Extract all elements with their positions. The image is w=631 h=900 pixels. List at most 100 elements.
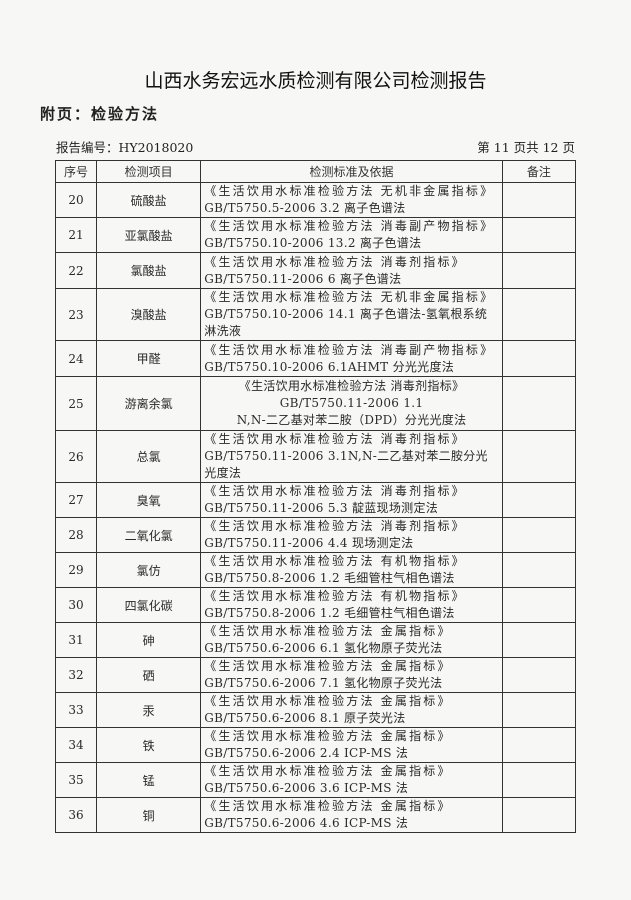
row-number: 20 bbox=[54, 182, 98, 218]
test-item: 铁 bbox=[96, 727, 202, 763]
table-row: 26 总氯 《生活饮用水标准检验方法 消毒剂指标》 GB/T5750.11-2006 … bbox=[54, 430, 577, 483]
standard-line: GB/T5750.6-2006 2.4 ICP-MS 法 bbox=[204, 746, 409, 760]
standard-line: GB/T5750.6-2006 8.1 原子荧光法 bbox=[204, 711, 406, 725]
test-item: 亚氯酸盐 bbox=[96, 217, 202, 253]
standard-line: 《生活饮用水标准检验方法 消毒副产物指标》 bbox=[204, 342, 495, 357]
table-row: 36 铜《生活饮用水标准检验方法 金属指标》 GB/T5750.6-2006 4.6… bbox=[54, 797, 577, 833]
row-number: 21 bbox=[54, 217, 98, 253]
report-title: 山西水务宏远水质检测有限公司检测报告 bbox=[144, 70, 487, 92]
standard-line: 《生活饮用水标准检验方法 金属指标》 bbox=[204, 659, 452, 673]
table-row: 24 甲醛 《生活饮用水标准检验方法 消毒副产物指标》 GB/T5750.10-200… bbox=[54, 340, 577, 377]
note-cell bbox=[501, 482, 577, 518]
test-item: 二氧化氯 bbox=[96, 517, 202, 553]
row-number: 34 bbox=[54, 727, 98, 763]
standard-line: GB/T5750.10-2006 6.1AHMT 分光光度法 bbox=[204, 359, 455, 374]
row-number: 22 bbox=[54, 252, 98, 289]
standard-line: GB/T5750.6-2006 3.6 ICP-MS 法 bbox=[204, 781, 409, 795]
test-item: 臭氧 bbox=[96, 482, 202, 518]
test-standard: 《生活饮用水标准检验方法 消毒剂指标》 GB/T5750.11-2006 4.4 … bbox=[200, 517, 503, 553]
note-cell bbox=[501, 252, 577, 289]
test-item: 砷 bbox=[96, 622, 202, 658]
note-cell bbox=[501, 692, 577, 728]
row-number: 27 bbox=[54, 482, 98, 518]
standard-line: GB/T5750.6-2006 7.1 氢化物原子荧光法 bbox=[204, 676, 443, 690]
row-number: 36 bbox=[54, 797, 98, 833]
test-standard: 《生活饮用水标准检验方法 消毒剂指标》 GB/T5750.11-2006 3.1N… bbox=[200, 430, 503, 483]
standard-line: GB/T5750.6-2006 4.6 ICP-MS 法 bbox=[204, 816, 409, 830]
standard-line: GB/T5750.10-2006 14.1 离子色谱法-氢氧根系统 bbox=[204, 307, 488, 321]
standard-line: 淋洗液 bbox=[204, 324, 242, 338]
report-number: 报告编号：HY2018020 bbox=[56, 140, 194, 155]
appendix-subtitle: 附页：检验方法 bbox=[40, 105, 160, 123]
header-no: 序号 bbox=[54, 160, 98, 183]
test-standard: 《生活饮用水标准检验方法 消毒剂指标》 GB/T5750.11-2006 5.3 … bbox=[200, 482, 503, 518]
standard-line: 《生活饮用水标准检验方法 消毒剂指标》 bbox=[204, 519, 466, 533]
test-standard: 《生活饮用水标准检验方法 消毒剂指标》 GB/T5750.11-2006 6 离子… bbox=[200, 252, 503, 289]
test-item: 硫酸盐 bbox=[96, 182, 202, 218]
note-cell bbox=[501, 797, 577, 833]
test-standard: 《生活饮用水标准检验方法 消毒副产物指标》 GB/T5750.10-2006 6.… bbox=[200, 340, 503, 377]
test-standard: 《生活饮用水标准检验方法 金属指标》 GB/T5750.6-2006 6.1 氢化… bbox=[200, 622, 503, 658]
test-standard: 《生活饮用水标准检验方法 金属指标》 GB/T5750.6-2006 7.1 氢化… bbox=[200, 657, 503, 693]
test-standard: 《生活饮用水标准检验方法 金属指标》 GB/T5750.6-2006 4.6 IC… bbox=[200, 797, 503, 833]
table-row: 28 二氧化氯 《生活饮用水标准检验方法 消毒剂指标》 GB/T5750.11-200… bbox=[54, 517, 577, 553]
standard-line: 《生活饮用水标准检验方法 金属指标》 bbox=[204, 694, 452, 708]
test-standard: 《生活饮用水标准检验方法 无机非金属指标》 GB/T5750.5-2006 3.2… bbox=[200, 182, 503, 218]
standard-line: GB/T5750.11-2006 3.1N,N-二乙基对苯二胺分光 bbox=[204, 449, 488, 463]
header-standard: 检测标准及依据 bbox=[200, 160, 503, 183]
test-item: 溴酸盐 bbox=[96, 288, 202, 341]
note-cell bbox=[501, 552, 577, 588]
standard-line: 光度法 bbox=[204, 466, 242, 480]
row-number: 35 bbox=[54, 762, 98, 798]
standard-line: 《生活饮用水标准检验方法 金属指标》 bbox=[204, 764, 452, 778]
table-row: 25 游离余氯 《生活饮用水标准检验方法 消毒剂指标》 GB/T5750.11-200… bbox=[54, 376, 577, 431]
standard-line: 《生活饮用水标准检验方法 消毒副产物指标》 bbox=[204, 219, 495, 233]
row-number: 25 bbox=[54, 376, 98, 431]
table-row: 27 臭氧 《生活饮用水标准检验方法 消毒剂指标》 GB/T5750.11-2006 … bbox=[54, 482, 577, 518]
standard-line: GB/T5750.5-2006 3.2 离子色谱法 bbox=[204, 201, 406, 215]
standard-line: 《生活饮用水标准检验方法 金属指标》 bbox=[204, 729, 452, 743]
standard-line: GB/T5750.11-2006 4.4 现场测定法 bbox=[204, 536, 414, 550]
note-cell bbox=[501, 182, 577, 218]
table-row: 35 锰《生活饮用水标准检验方法 金属指标》 GB/T5750.6-2006 3.6… bbox=[54, 762, 577, 798]
row-number: 33 bbox=[54, 692, 98, 728]
standard-line: GB/T5750.11-2006 1.1 bbox=[279, 396, 424, 410]
row-number: 23 bbox=[54, 288, 98, 341]
standard-line: GB/T5750.11-2006 6 离子色谱法 bbox=[204, 271, 402, 286]
row-number: 24 bbox=[54, 340, 98, 377]
note-cell bbox=[501, 762, 577, 798]
standard-line: N,N-二乙基对苯二胺（DPD）分光光度法 bbox=[236, 413, 467, 427]
note-cell bbox=[501, 217, 577, 253]
row-number: 29 bbox=[54, 552, 98, 588]
note-cell bbox=[501, 517, 577, 553]
test-item: 总氯 bbox=[96, 430, 202, 483]
test-item: 铜 bbox=[96, 797, 202, 833]
note-cell bbox=[501, 430, 577, 483]
standard-line: 《生活饮用水标准检验方法 有机物指标》 bbox=[204, 554, 466, 568]
table-row: 29 氯仿 《生活饮用水标准检验方法 有机物指标》 GB/T5750.8-2006 1… bbox=[54, 552, 577, 588]
note-cell bbox=[501, 288, 577, 341]
note-cell bbox=[501, 340, 577, 377]
test-standard: 《生活饮用水标准检验方法 金属指标》 GB/T5750.6-2006 2.4 IC… bbox=[200, 727, 503, 763]
row-number: 28 bbox=[54, 517, 98, 553]
test-item: 氯酸盐 bbox=[96, 252, 202, 289]
test-standard: 《生活饮用水标准检验方法 消毒副产物指标》 GB/T5750.10-2006 13… bbox=[200, 217, 503, 253]
table-row: 34 铁《生活饮用水标准检验方法 金属指标》 GB/T5750.6-2006 2.4… bbox=[54, 727, 577, 763]
table-row: 21 亚氯酸盐 《生活饮用水标准检验方法 消毒副产物指标》 GB/T5750.10-2… bbox=[54, 217, 577, 253]
page-indicator: 第 11 页共 12 页 bbox=[477, 140, 575, 155]
standard-line: 《生活饮用水标准检验方法 金属指标》 bbox=[204, 799, 452, 813]
test-standard: 《生活饮用水标准检验方法 有机物指标》 GB/T5750.8-2006 1.2 毛… bbox=[200, 552, 503, 588]
standard-line: 《生活饮用水标准检验方法 无机非金属指标》 bbox=[204, 184, 495, 198]
row-number: 30 bbox=[54, 587, 98, 623]
test-standard: 《生活饮用水标准检验方法 有机物指标》 GB/T5750.8-2006 1.2 毛… bbox=[200, 587, 503, 623]
header-note: 备注 bbox=[501, 160, 577, 183]
table-row: 20 硫酸盐 《生活饮用水标准检验方法 无机非金属指标》 GB/T5750.5-200… bbox=[54, 182, 577, 218]
row-number: 31 bbox=[54, 622, 98, 658]
standard-line: 《生活饮用水标准检验方法 消毒剂指标》 bbox=[204, 484, 466, 498]
note-cell bbox=[501, 376, 577, 431]
test-item: 锰 bbox=[96, 762, 202, 798]
test-item: 四氯化碳 bbox=[96, 587, 202, 623]
table-row: 23 溴酸盐 《生活饮用水标准检验方法 无机非金属指标》 GB/T5750.10-20… bbox=[54, 288, 577, 341]
test-item: 游离余氯 bbox=[96, 376, 202, 431]
header-item: 检测项目 bbox=[96, 160, 202, 183]
